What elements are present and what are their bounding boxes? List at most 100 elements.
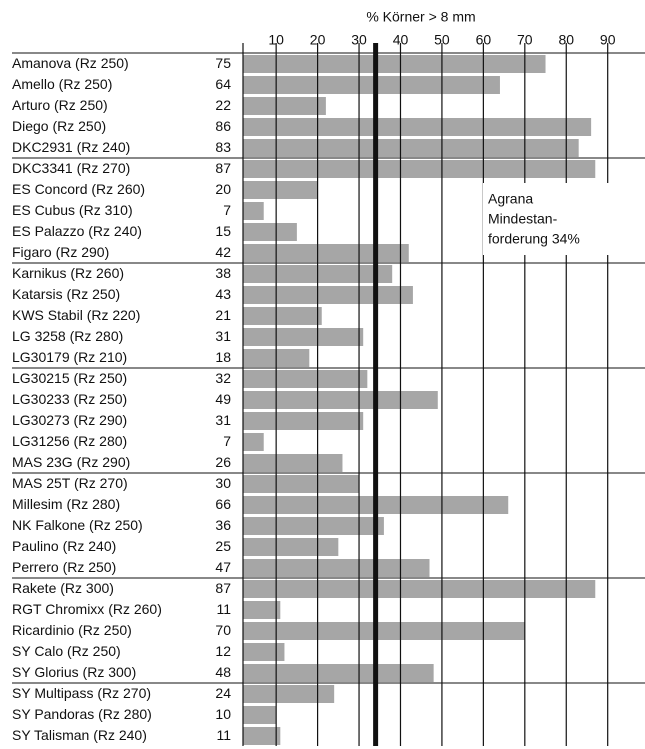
category-label: LG30273 (Rz 290) (12, 412, 127, 428)
value-label: 64 (215, 76, 231, 92)
category-label: Diego (Rz 250) (12, 118, 106, 134)
category-label: Arturo (Rz 250) (12, 97, 108, 113)
bar (243, 706, 277, 724)
bar (243, 139, 579, 157)
value-label: 75 (215, 55, 231, 71)
x-tick-label: 30 (351, 32, 367, 48)
bar (243, 307, 322, 325)
bar (243, 118, 592, 136)
category-label: LG 3258 (Rz 280) (12, 328, 123, 344)
bar (243, 55, 546, 73)
bar (243, 370, 368, 388)
category-label: ES Cubus (Rz 310) (12, 202, 133, 218)
value-label: 15 (215, 223, 231, 239)
value-label: 42 (215, 244, 231, 260)
value-label: 12 (215, 643, 231, 659)
category-label: Paulino (Rz 240) (12, 538, 116, 554)
category-label: Ricardinio (Rz 250) (12, 622, 132, 638)
value-label: 30 (215, 475, 231, 491)
value-label: 43 (215, 286, 231, 302)
category-label: Rakete (Rz 300) (12, 580, 114, 596)
category-label: MAS 23G (Rz 290) (12, 454, 130, 470)
value-label: 83 (215, 139, 231, 155)
bar (243, 433, 264, 451)
category-label: Karnikus (Rz 260) (12, 265, 124, 281)
category-label: SY Pandoras (Rz 280) (12, 706, 152, 722)
bar (243, 328, 364, 346)
value-label: 87 (215, 580, 231, 596)
value-label: 36 (215, 517, 231, 533)
category-label: SY Calo (Rz 250) (12, 643, 121, 659)
category-label: Amello (Rz 250) (12, 76, 112, 92)
value-label: 48 (215, 664, 231, 680)
bar (243, 685, 335, 703)
bar (243, 559, 430, 577)
category-label: SY Multipass (Rz 270) (12, 685, 151, 701)
x-tick-label: 40 (393, 32, 409, 48)
annotation: forderung 34% (488, 231, 580, 247)
value-label: 38 (215, 265, 231, 281)
category-label: SY Talisman (Rz 240) (12, 727, 147, 743)
bar (243, 391, 438, 409)
category-label: MAS 25T (Rz 270) (12, 475, 128, 491)
bar (243, 643, 285, 661)
bar (243, 454, 343, 472)
category-label: LG30215 (Rz 250) (12, 370, 127, 386)
category-label: ES Concord (Rz 260) (12, 181, 145, 197)
category-label: ES Palazzo (Rz 240) (12, 223, 142, 239)
value-label: 11 (216, 727, 231, 743)
bar (243, 244, 409, 262)
bar (243, 601, 281, 619)
bar (243, 622, 525, 640)
category-label: NK Falkone (Rz 250) (12, 517, 143, 533)
bar (243, 97, 326, 115)
category-label: Perrero (Rz 250) (12, 559, 116, 575)
category-label: LG30179 (Rz 210) (12, 349, 127, 365)
value-label: 31 (215, 328, 231, 344)
bar (243, 286, 413, 304)
category-label: DKC2931 (Rz 240) (12, 139, 130, 155)
value-label: 21 (215, 307, 231, 323)
value-label: 7 (223, 202, 231, 218)
x-tick-label: 10 (268, 32, 284, 48)
bar (243, 517, 384, 535)
bar (243, 475, 360, 493)
category-label: DKC3341 (Rz 270) (12, 160, 130, 176)
bar (243, 538, 339, 556)
chart-title: % Körner > 8 mm (366, 9, 475, 25)
x-tick-label: 20 (310, 32, 326, 48)
value-label: 24 (215, 685, 231, 701)
value-label: 22 (215, 97, 231, 113)
bar (243, 202, 264, 220)
x-tick-label: 70 (517, 32, 533, 48)
value-label: 49 (215, 391, 231, 407)
annotation: Agrana (488, 191, 533, 207)
value-label: 7 (223, 433, 231, 449)
value-label: 70 (215, 622, 231, 638)
value-label: 31 (215, 412, 231, 428)
annotation: Mindestan- (488, 211, 558, 227)
bar (243, 580, 596, 598)
value-label: 25 (215, 538, 231, 554)
bar (243, 664, 434, 682)
x-tick-label: 90 (600, 32, 616, 48)
category-label: LG30233 (Rz 250) (12, 391, 127, 407)
value-label: 20 (215, 181, 231, 197)
category-label: Amanova (Rz 250) (12, 55, 129, 71)
value-label: 11 (216, 601, 231, 617)
value-label: 10 (215, 706, 231, 722)
x-tick-label: 60 (476, 32, 492, 48)
bar (243, 76, 500, 94)
x-tick-label: 80 (558, 32, 574, 48)
value-label: 18 (215, 349, 231, 365)
category-label: Millesim (Rz 280) (12, 496, 120, 512)
category-label: SY Glorius (Rz 300) (12, 664, 136, 680)
category-label: Figaro (Rz 290) (12, 244, 109, 260)
value-label: 86 (215, 118, 231, 134)
bar (243, 727, 281, 745)
bar (243, 181, 318, 199)
x-tick-label: 50 (434, 32, 450, 48)
value-label: 32 (215, 370, 231, 386)
category-label: KWS Stabil (Rz 220) (12, 307, 140, 323)
